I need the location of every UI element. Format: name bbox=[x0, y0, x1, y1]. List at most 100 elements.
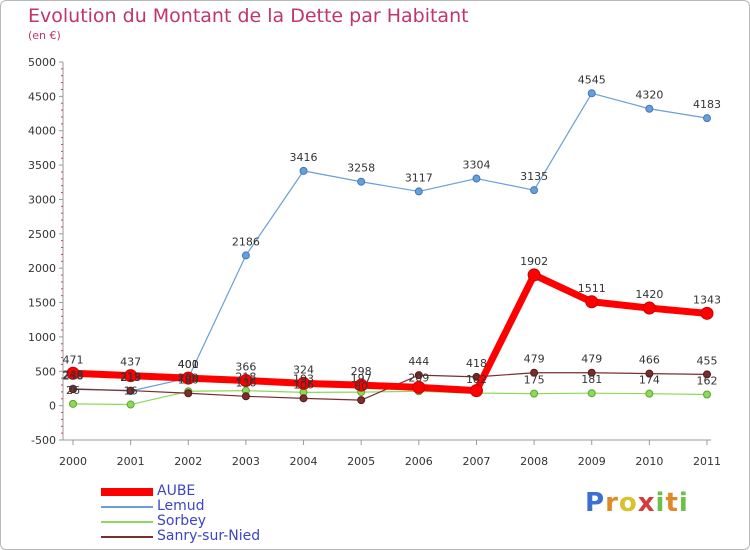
data-point-aube bbox=[642, 301, 656, 315]
data-label-sanry-sur-nied: 418 bbox=[466, 357, 487, 370]
data-point-sanry-sur-nied bbox=[126, 386, 135, 395]
legend-label: Sorbey bbox=[157, 513, 206, 529]
data-label-aube: 1420 bbox=[635, 288, 663, 301]
data-point-sanry-sur-nied bbox=[414, 371, 423, 380]
chart-title: Evolution du Montant de la Dette par Hab… bbox=[28, 5, 469, 27]
y-tick-label: 3000 bbox=[28, 193, 56, 206]
data-point-sanry-sur-nied bbox=[241, 392, 250, 401]
data-label-sorbey: 218 bbox=[235, 371, 256, 384]
data-point-sorbey bbox=[126, 400, 135, 409]
unit-label: (en €) bbox=[28, 29, 61, 42]
y-tick-label: 2500 bbox=[28, 228, 56, 241]
logo-letter: r bbox=[605, 488, 619, 518]
data-label-sanry-sur-nied: 106 bbox=[293, 378, 314, 391]
data-point-aube bbox=[412, 380, 426, 394]
data-point-lemud bbox=[414, 187, 423, 196]
data-point-sanry-sur-nied bbox=[357, 396, 366, 405]
data-label-sorbey: 174 bbox=[639, 374, 660, 387]
data-point-aube bbox=[181, 371, 195, 385]
data-label-aube: 298 bbox=[351, 365, 372, 378]
x-tick-label: 2011 bbox=[693, 455, 721, 468]
data-label-sorbey: 182 bbox=[466, 373, 487, 386]
data-label-lemud: 3135 bbox=[520, 170, 548, 183]
y-tick-label: 4000 bbox=[28, 125, 56, 138]
data-point-aube bbox=[354, 378, 368, 392]
data-point-sanry-sur-nied bbox=[645, 369, 654, 378]
data-label-aube: 1343 bbox=[693, 293, 721, 306]
legend-label: Lemud bbox=[157, 498, 205, 514]
series-line-aube bbox=[72, 271, 708, 395]
y-tick-label: 1500 bbox=[28, 297, 56, 310]
data-label-sanry-sur-nied: 180 bbox=[178, 373, 199, 386]
data-point-aube bbox=[66, 366, 80, 380]
legend-swatch bbox=[101, 506, 153, 508]
y-tick-label: 0 bbox=[49, 400, 56, 413]
data-label-aube: 366 bbox=[235, 360, 256, 373]
data-label-lemud: 3258 bbox=[347, 162, 375, 175]
data-point-sorbey bbox=[530, 389, 539, 398]
data-label-sorbey: 162 bbox=[697, 375, 718, 388]
data-point-sanry-sur-nied bbox=[69, 385, 77, 394]
data-label-sanry-sur-nied: 219 bbox=[120, 371, 141, 384]
data-label-lemud: 3117 bbox=[405, 171, 433, 184]
x-tick-label: 2008 bbox=[520, 455, 548, 468]
data-point-sanry-sur-nied bbox=[587, 368, 596, 377]
data-point-aube bbox=[124, 369, 138, 383]
data-point-sanry-sur-nied bbox=[703, 370, 711, 379]
y-tick-label: 500 bbox=[35, 365, 56, 378]
legend-label: AUBE bbox=[157, 483, 196, 499]
x-tick-label: 2007 bbox=[462, 455, 490, 468]
x-tick-label: 2004 bbox=[290, 455, 318, 468]
data-point-aube bbox=[527, 268, 541, 282]
data-point-sorbey bbox=[703, 390, 711, 399]
data-point-aube bbox=[469, 384, 483, 398]
data-point-sanry-sur-nied bbox=[184, 389, 193, 398]
data-point-aube bbox=[239, 373, 253, 387]
data-label-sanry-sur-nied: 136 bbox=[235, 376, 256, 389]
data-label-lemud: 4545 bbox=[578, 73, 606, 86]
data-point-lemud bbox=[703, 114, 711, 123]
data-label-sanry-sur-nied: 80 bbox=[354, 380, 368, 393]
data-label-sorbey: 26 bbox=[66, 384, 80, 397]
data-point-sorbey bbox=[645, 389, 654, 398]
legend-swatch bbox=[101, 521, 153, 523]
data-label-sorbey: 209 bbox=[408, 371, 429, 384]
y-tick-label: -500 bbox=[31, 434, 56, 447]
x-tick-label: 2006 bbox=[405, 455, 433, 468]
proxiti-logo: Proxiti bbox=[585, 488, 689, 518]
data-label-aube: 400 bbox=[178, 358, 199, 371]
logo-letter: i bbox=[655, 488, 666, 518]
data-label-lemud: 401 bbox=[178, 358, 199, 371]
data-point-lemud bbox=[587, 89, 596, 98]
x-tick-label: 2009 bbox=[578, 455, 606, 468]
data-point-lemud bbox=[357, 177, 366, 186]
data-label-aube: 324 bbox=[293, 363, 314, 376]
data-label-lemud: 2186 bbox=[232, 235, 260, 248]
data-point-sanry-sur-nied bbox=[530, 368, 539, 377]
data-label-aube: 1511 bbox=[578, 282, 606, 295]
x-tick-label: 2010 bbox=[635, 455, 663, 468]
series-line-sorbey bbox=[72, 390, 708, 406]
data-point-aube bbox=[585, 295, 599, 309]
data-label-lemud: 213 bbox=[120, 371, 141, 384]
series-line-lemud bbox=[72, 92, 708, 392]
data-point-sorbey bbox=[69, 399, 77, 408]
data-label-aube: 437 bbox=[120, 356, 141, 369]
legend-label: Sanry-sur-Nied bbox=[157, 528, 261, 544]
y-tick-label: 3500 bbox=[28, 159, 56, 172]
data-label-lemud: 3416 bbox=[290, 151, 318, 164]
data-label-sorbey: 181 bbox=[581, 373, 602, 386]
data-point-sanry-sur-nied bbox=[299, 394, 308, 403]
data-label-sorbey: 209 bbox=[178, 371, 199, 384]
logo-letter: t bbox=[665, 488, 679, 518]
logo-letter: i bbox=[678, 488, 689, 518]
data-label-sanry-sur-nied: 479 bbox=[524, 353, 545, 366]
data-label-aube: 471 bbox=[63, 353, 84, 366]
x-tick-label: 2005 bbox=[347, 455, 375, 468]
data-point-aube bbox=[700, 306, 714, 320]
data-point-lemud bbox=[299, 166, 308, 175]
data-point-aube bbox=[297, 376, 311, 390]
data-label-sanry-sur-nied: 479 bbox=[581, 353, 602, 366]
data-label-lemud: 4183 bbox=[693, 98, 721, 111]
